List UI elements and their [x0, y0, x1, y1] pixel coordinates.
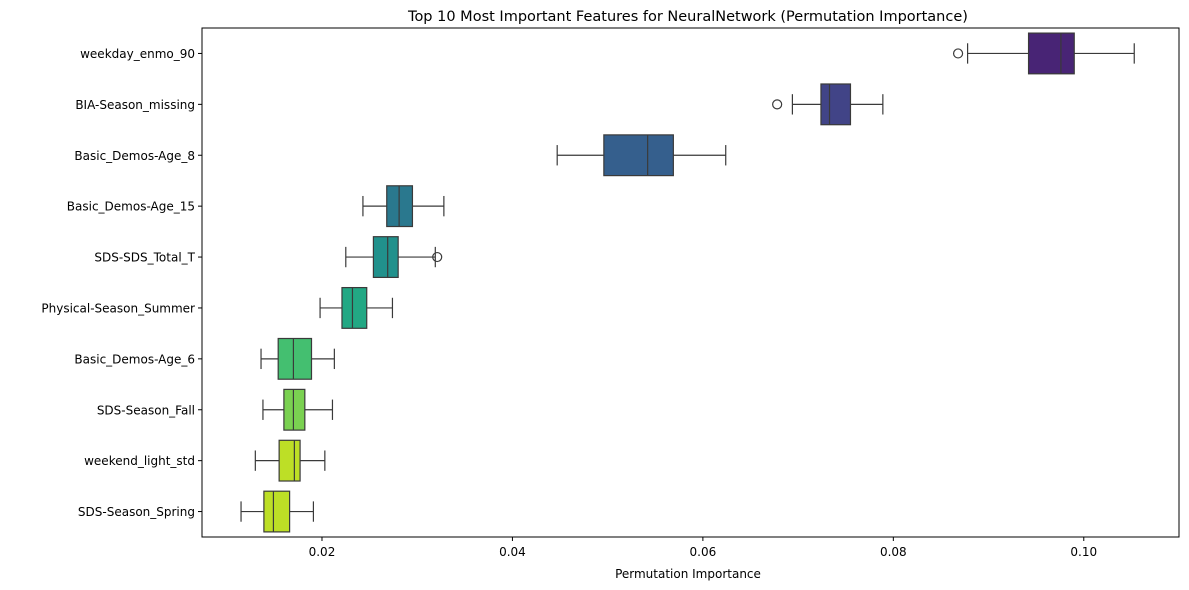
box-group: [362, 185, 445, 228]
x-axis-label: Permutation Importance: [615, 567, 761, 581]
box-group: [772, 83, 884, 126]
box-group: [345, 236, 443, 279]
outlier-point: [432, 251, 443, 263]
outlier-point: [952, 48, 964, 59]
iqr-box: [603, 134, 674, 177]
iqr-box: [283, 388, 306, 431]
x-tick-label: 0.08: [880, 545, 907, 559]
y-tick-label: weekend_light_std: [84, 454, 195, 468]
iqr-box: [277, 337, 313, 380]
y-tick-label: SDS-Season_Fall: [97, 403, 195, 417]
outlier-point: [772, 99, 783, 110]
y-tick-label: Physical-Season_Summer: [41, 301, 195, 315]
iqr-box: [263, 490, 291, 533]
x-axis: 0.02 0.04 0.06 0.08 0.10: [309, 537, 1097, 559]
box-group: [319, 286, 394, 329]
box-group: [952, 32, 1135, 75]
y-tick-label: BIA-Season_missing: [75, 98, 195, 112]
box-group: [556, 134, 727, 177]
iqr-box: [278, 439, 301, 482]
iqr-box: [341, 286, 368, 329]
box-group: [240, 490, 315, 533]
boxes-layer: [240, 32, 1135, 533]
iqr-box: [1027, 32, 1075, 75]
box-group: [254, 439, 326, 482]
box-group: [262, 388, 334, 431]
y-tick-label: Basic_Demos-Age_8: [74, 149, 195, 163]
x-tick-label: 0.06: [690, 545, 717, 559]
y-tick-label: weekday_enmo_90: [80, 47, 195, 61]
plot-frame: [201, 27, 1180, 538]
x-tick-label: 0.10: [1070, 545, 1097, 559]
iqr-box: [820, 83, 852, 126]
chart-title: Top 10 Most Important Features for Neura…: [407, 9, 968, 25]
iqr-box: [372, 236, 399, 279]
y-axis: weekday_enmo_90 BIA-Season_missing Basic_D…: [41, 47, 202, 519]
box-group: [260, 337, 335, 380]
y-tick-label: SDS-SDS_Total_T: [94, 251, 195, 265]
y-tick-label: Basic_Demos-Age_6: [74, 352, 195, 366]
x-tick-label: 0.02: [309, 545, 336, 559]
y-tick-label: SDS-Season_Spring: [78, 505, 195, 519]
x-tick-label: 0.04: [499, 545, 526, 559]
y-tick-label: Basic_Demos-Age_15: [67, 200, 195, 214]
